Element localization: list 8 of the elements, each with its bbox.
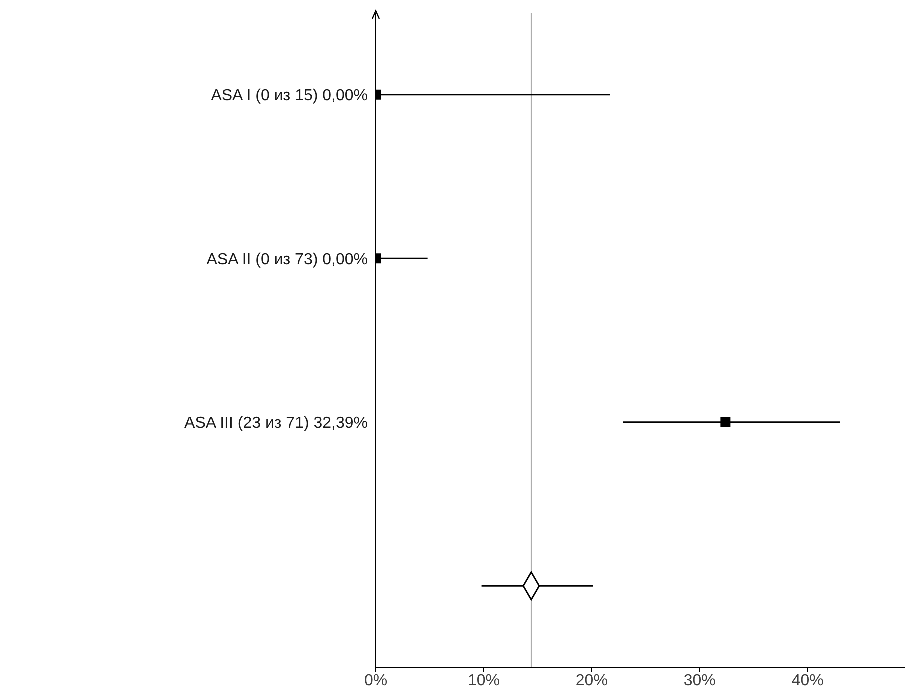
x-tick-label: 0% — [364, 672, 388, 690]
y-tick-label: ASA III (23 из 71) 32,39% — [184, 415, 368, 432]
x-tick-label: 10% — [468, 672, 500, 690]
y-tick-label: ASA II (0 из 73) 0,00% — [206, 251, 368, 268]
x-tick-label: 30% — [684, 672, 716, 690]
x-tick-label: 20% — [576, 672, 608, 690]
x-tick-label: 40% — [792, 672, 824, 690]
y-tick-label: ASA I (0 из 15) 0,00% — [211, 88, 368, 105]
